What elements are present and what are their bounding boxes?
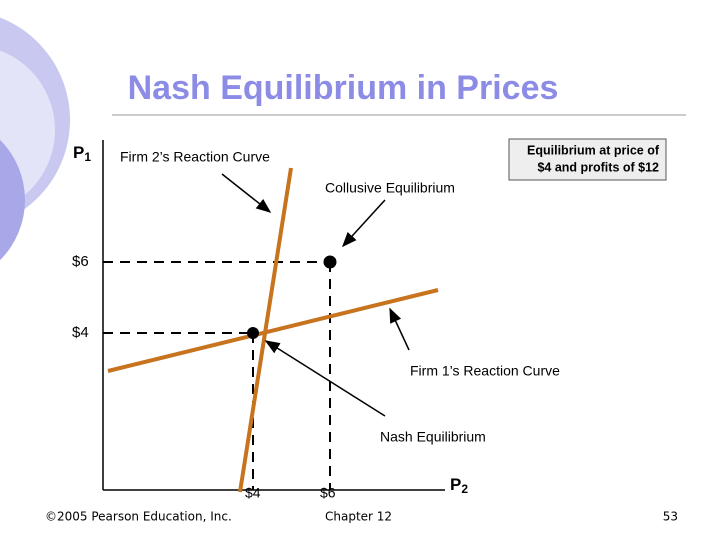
y-tick-label: $4	[72, 324, 89, 341]
note-box	[508, 138, 667, 181]
x-tick-label: $6	[320, 485, 336, 501]
annotation: Nash Equilibrium	[380, 429, 486, 445]
annotation: Firm 1’s Reaction Curve	[410, 363, 560, 379]
arrows	[221, 173, 410, 417]
y-axis-label: P1	[73, 143, 91, 164]
page-number: 53	[663, 510, 678, 524]
x-axis-label: P2	[450, 475, 468, 496]
note-line: Equilibrium at price of	[527, 143, 660, 157]
annotation: Collusive Equilibrium	[325, 180, 455, 196]
decoration	[0, 17, 70, 261]
x-tick-label: $4	[245, 485, 261, 501]
annotation: Firm 2’s Reaction Curve	[120, 149, 270, 165]
firm1-curve	[107, 288, 439, 373]
footer-center: Chapter 12	[325, 510, 392, 524]
firm2-curve	[238, 167, 293, 493]
note-line: $4 and profits of $12	[537, 160, 659, 174]
nash-point	[247, 327, 259, 339]
collusive-point	[323, 255, 337, 269]
slide-title: Nash Equilibrium in Prices	[128, 69, 559, 107]
y-tick-label: $6	[72, 253, 89, 270]
guide-lines	[103, 261, 331, 490]
footer-left: ©2005 Pearson Education, Inc.	[45, 510, 232, 524]
